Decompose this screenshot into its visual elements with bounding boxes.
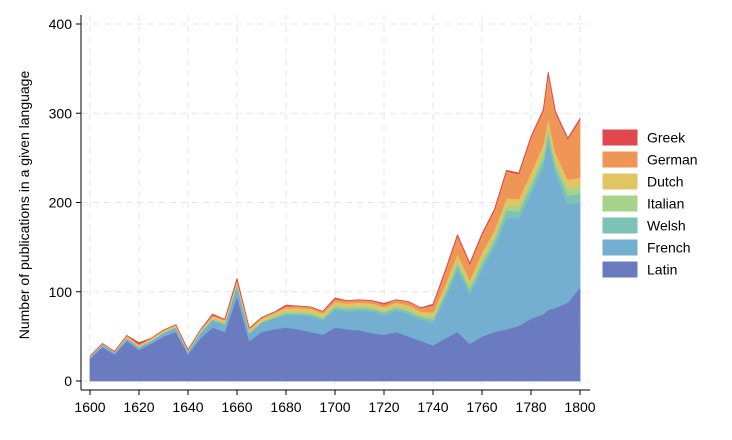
legend-swatch-italian <box>602 195 638 212</box>
x-tick-label-10: 1800 <box>564 399 595 415</box>
legend: Greek German Dutch Italian Welsh French Latin <box>602 129 698 278</box>
legend-label-greek: Greek <box>647 130 686 146</box>
x-tick-label-2: 1640 <box>172 399 203 415</box>
y-tick-label-2: 200 <box>49 195 73 211</box>
x-tick-label-0: 1600 <box>74 399 105 415</box>
y-tick-label-1: 100 <box>49 284 73 300</box>
legend-label-german: German <box>647 152 698 168</box>
legend-label-french: French <box>647 240 691 256</box>
legend-label-latin: Latin <box>647 262 677 278</box>
area-series-greek <box>89 71 581 357</box>
x-tick-label-8: 1760 <box>466 399 497 415</box>
legend-label-italian: Italian <box>647 196 684 212</box>
legend-swatch-greek <box>602 129 638 146</box>
x-tick-label-7: 1740 <box>417 399 448 415</box>
y-tick-label-3: 300 <box>49 105 73 121</box>
x-tick-label-6: 1720 <box>368 399 399 415</box>
x-ticks: 1600 1620 1640 1660 1680 1700 1720 1740 1760 1780… <box>74 390 596 415</box>
y-ticks: 0 100 200 300 400 <box>49 16 81 389</box>
x-tick-label-4: 1680 <box>270 399 301 415</box>
x-tick-label-5: 1700 <box>319 399 350 415</box>
area-series-group <box>89 71 581 382</box>
y-tick-label-0: 0 <box>64 373 72 389</box>
legend-swatch-german <box>602 151 638 168</box>
legend-swatch-welsh <box>602 217 638 234</box>
y-axis-title: Number of publications in a given langua… <box>16 71 32 340</box>
x-tick-label-9: 1780 <box>515 399 546 415</box>
y-tick-label-4: 400 <box>49 16 73 32</box>
legend-swatch-dutch <box>602 173 638 190</box>
legend-label-welsh: Welsh <box>647 218 686 234</box>
legend-swatch-french <box>602 239 638 256</box>
x-tick-label-3: 1660 <box>221 399 252 415</box>
x-tick-label-1: 1620 <box>123 399 154 415</box>
legend-swatch-latin <box>602 261 638 278</box>
legend-label-dutch: Dutch <box>647 174 684 190</box>
